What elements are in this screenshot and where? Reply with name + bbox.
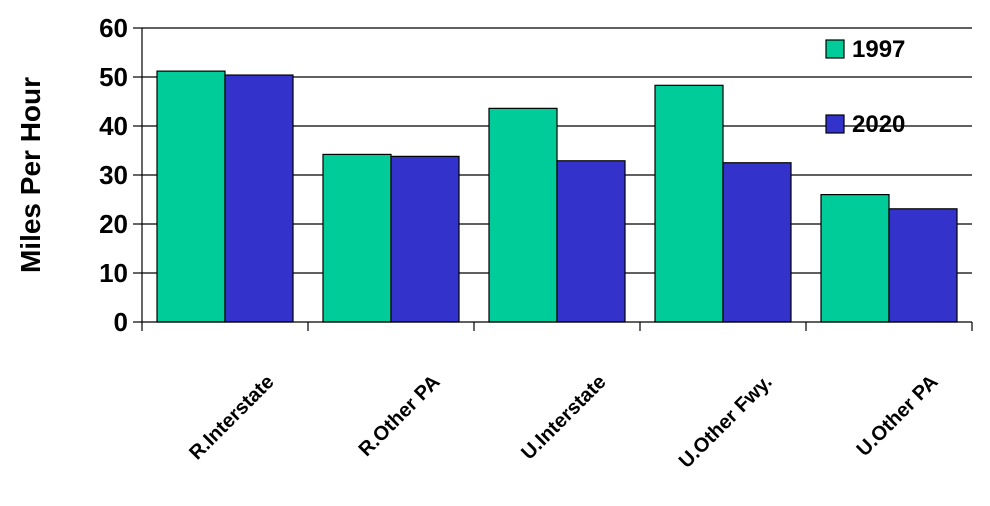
x-category-label: U.Other Fwy. [675, 371, 777, 473]
bar-1997-r-other-pa [322, 153, 392, 323]
y-tick-label: 0 [114, 307, 128, 337]
legend-swatch-1997 [825, 39, 845, 59]
y-tick-label: 30 [99, 160, 128, 190]
y-tick-label: 50 [99, 62, 128, 92]
legend: 1997 2020 [825, 36, 905, 138]
bar-2020-u-other-pa [888, 208, 958, 323]
bar-2020-r-interstate [224, 74, 294, 323]
y-axis-title: Miles Per Hour [15, 77, 46, 273]
bar-2020-u-other-fwy- [722, 162, 792, 323]
x-category-label: R.Other PA [355, 371, 445, 461]
x-category-label: U.Other PA [853, 371, 943, 461]
y-tick-label: 10 [99, 258, 128, 288]
y-tick-label: 20 [99, 209, 128, 239]
bar-2020-r-other-pa [390, 155, 460, 323]
bar-1997-u-interstate [488, 107, 558, 323]
bar-1997-u-other-pa [820, 194, 890, 323]
y-tick-label: 40 [99, 111, 128, 141]
legend-label-2020: 2020 [852, 111, 905, 138]
legend-swatch-2020 [825, 114, 845, 134]
legend-label-1997: 1997 [852, 36, 905, 63]
x-category-label: U.Interstate [517, 371, 610, 464]
y-tick-label: 60 [99, 13, 128, 43]
y-tick-labels: 0 10 20 30 40 50 60 [99, 13, 142, 337]
bars [156, 70, 958, 323]
bar-2020-u-interstate [556, 160, 626, 323]
bar-1997-r-interstate [156, 70, 226, 323]
x-category-labels: R.Interstate R.Other PA U.Interstate U.Othe… [185, 371, 942, 473]
x-category-label: R.Interstate [185, 371, 278, 464]
bar-1997-u-other-fwy- [654, 84, 724, 323]
